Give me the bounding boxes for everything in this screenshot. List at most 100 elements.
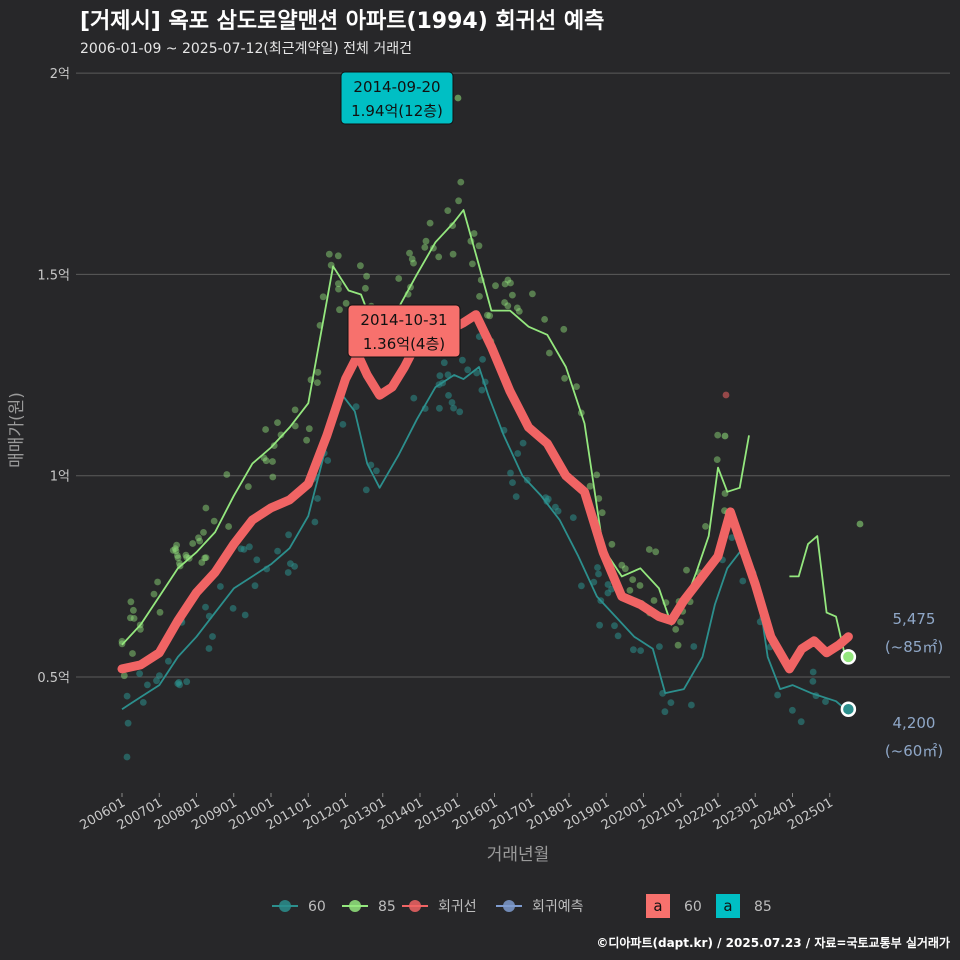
transaction-dot: [473, 369, 481, 377]
transaction-dot: [284, 569, 292, 576]
transaction-dot: [598, 509, 606, 517]
transaction-dot: [210, 517, 218, 525]
callout-price: 1.94억(12층): [351, 102, 443, 120]
legend-fill-glyph: a: [653, 897, 662, 915]
transaction-dot: [509, 291, 516, 299]
transaction-dot: [440, 359, 448, 367]
transaction-dot: [217, 583, 224, 590]
transaction-dot: [223, 471, 231, 478]
transaction-dot: [449, 250, 457, 258]
transaction-dot: [200, 529, 207, 536]
y-tick-label: 0.5억: [37, 671, 70, 686]
transaction-dot: [287, 560, 294, 567]
transaction-dot: [196, 537, 204, 545]
transaction-dot: [139, 699, 147, 706]
transaction-dot: [202, 603, 209, 611]
transaction-dot: [637, 647, 644, 654]
end-markers: 5,475 (~85㎡) 4,200 (~60㎡): [840, 610, 943, 760]
transaction-dot: [410, 394, 418, 402]
transaction-dot: [667, 699, 675, 706]
transaction-dots: [118, 94, 864, 761]
transaction-dot: [229, 605, 237, 612]
transaction-dot: [604, 581, 612, 588]
transaction-dot: [469, 260, 476, 268]
legend-marker-85: [349, 900, 361, 912]
transaction-dot: [444, 207, 452, 215]
transaction-dot: [422, 237, 430, 245]
transaction-dot: [674, 641, 682, 649]
transaction-dot: [362, 284, 369, 292]
transaction-dot: [251, 582, 259, 590]
transaction-dot: [464, 366, 472, 374]
transaction-dot: [274, 419, 281, 426]
transaction-dot: [661, 708, 669, 716]
transaction-dot: [335, 285, 342, 293]
transaction-dot: [314, 379, 321, 386]
legend-fill-label: 60: [684, 899, 702, 915]
transaction-dot: [130, 615, 138, 622]
transaction-dot: [262, 457, 270, 465]
transaction-dot: [595, 570, 602, 578]
transaction-dot: [406, 249, 413, 257]
transaction-dot: [421, 244, 429, 251]
transaction-dot: [123, 753, 131, 761]
transaction-dot: [325, 250, 333, 258]
transaction-dot: [124, 719, 132, 727]
transaction-dot: [507, 469, 514, 477]
transaction-dot: [277, 431, 285, 439]
transaction-dot: [501, 299, 508, 306]
transaction-dot: [573, 383, 580, 390]
caption: ©디아파트(dapt.kr) / 2025.07.23 / 자료=국토교통부 실…: [596, 935, 950, 950]
transaction-dot: [478, 386, 486, 394]
transaction-dot: [513, 304, 521, 312]
transaction-dot: [274, 547, 281, 555]
transaction-dot: [739, 577, 747, 585]
transaction-dot: [171, 545, 179, 552]
transaction-dot: [630, 646, 637, 654]
legend-marker-forecast: [503, 900, 515, 912]
transaction-dot: [722, 391, 730, 399]
end-label-value: 4,200: [893, 714, 936, 732]
transaction-dot: [594, 564, 601, 571]
transaction-dot: [244, 483, 252, 490]
transaction-dot: [130, 606, 137, 614]
legend-marker-regression: [409, 900, 421, 912]
series-line-85: [121, 209, 750, 646]
transaction-dot: [728, 534, 736, 541]
transaction-dot: [154, 578, 162, 586]
transaction-dot: [809, 668, 817, 676]
transaction-dot: [182, 551, 190, 559]
transaction-dot: [455, 197, 462, 205]
transaction-dot: [373, 467, 380, 475]
transaction-dot: [339, 421, 347, 428]
transaction-dot: [459, 356, 466, 364]
transaction-dot: [129, 650, 136, 657]
legend-label-regression: 회귀선: [438, 899, 477, 915]
series-line-60: [121, 366, 846, 710]
transaction-dot: [650, 597, 658, 604]
legend: 60 85 회귀선 회귀예측 a 60 a 85: [272, 894, 772, 918]
legend-label-forecast: 회귀예측: [532, 899, 584, 915]
transaction-dot: [449, 222, 456, 230]
transaction-dot: [156, 672, 163, 679]
transaction-dot: [362, 486, 370, 494]
transaction-dot: [195, 534, 202, 542]
transaction-dot: [241, 611, 249, 619]
transaction-dot: [426, 219, 434, 227]
end-label-size: (~60㎡): [885, 742, 943, 760]
legend-marker-60: [279, 900, 291, 912]
transaction-dot: [479, 356, 486, 363]
transaction-dot: [596, 621, 603, 629]
transaction-dot: [504, 302, 512, 310]
callout-box: [340, 71, 454, 125]
transaction-dot: [822, 698, 829, 705]
transaction-dot: [593, 471, 601, 479]
transaction-dot: [335, 280, 342, 288]
transaction-dot: [512, 493, 520, 500]
transaction-dot: [529, 290, 536, 298]
transaction-dot: [153, 677, 160, 685]
transaction-dot: [492, 282, 499, 290]
transaction-dot: [334, 252, 342, 260]
transaction-dot: [507, 279, 514, 287]
